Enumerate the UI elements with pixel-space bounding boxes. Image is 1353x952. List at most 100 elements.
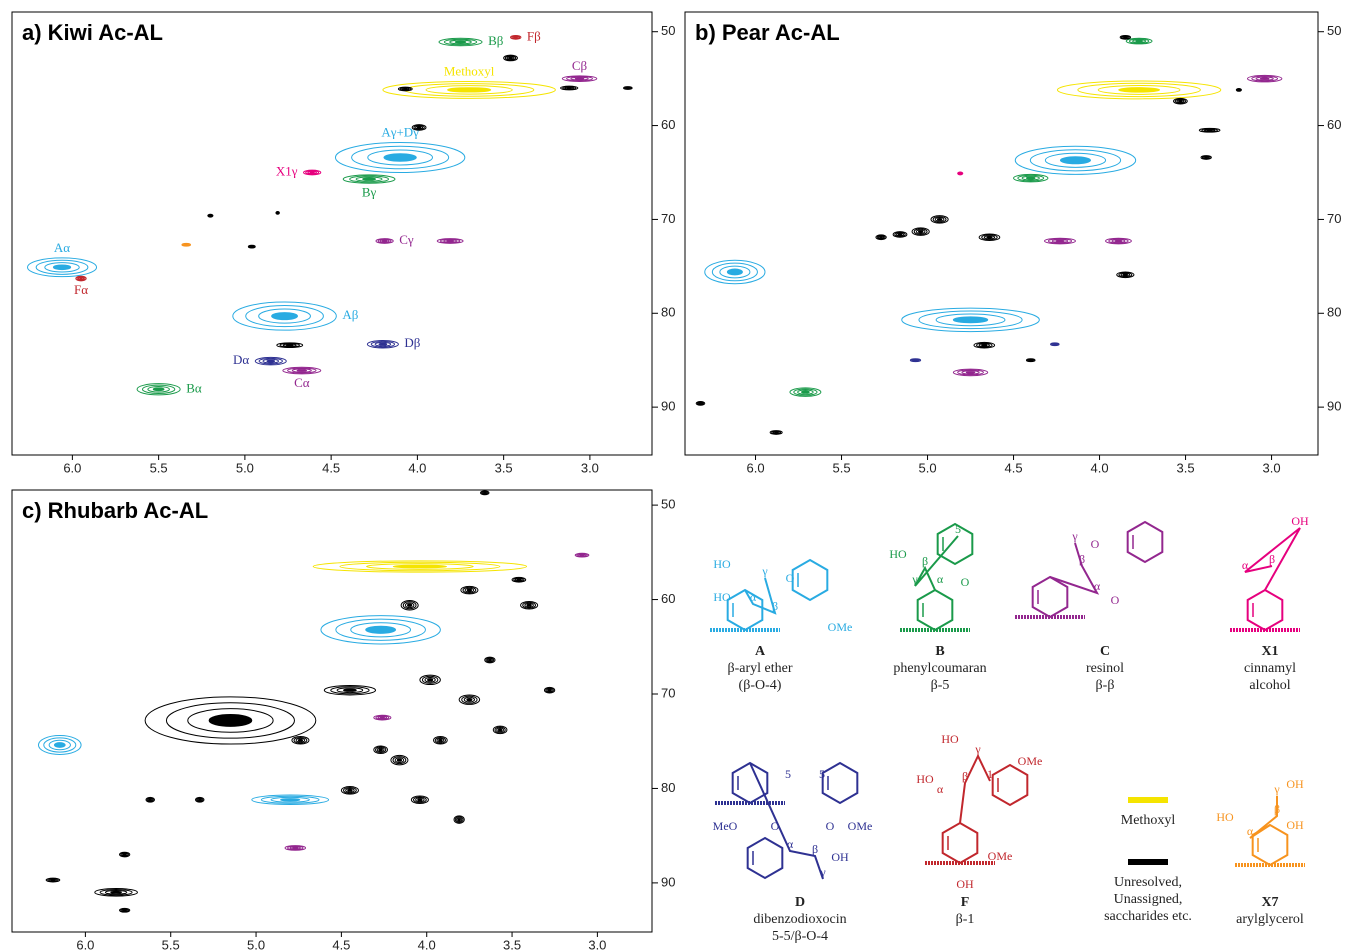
- peak-contour: [27, 257, 98, 278]
- peak-contour: [335, 618, 426, 641]
- peak-contour: [958, 172, 962, 175]
- peak-contour: [287, 367, 317, 374]
- peak-contour: [913, 358, 918, 362]
- peak-contour: [978, 343, 990, 348]
- key-label: saccharides etc.: [1104, 909, 1192, 924]
- peak-contour: [579, 553, 585, 557]
- peak-contour: [543, 686, 556, 694]
- peak-contour: [485, 657, 495, 663]
- atom-label: OH: [1286, 777, 1304, 791]
- ring: [746, 836, 784, 880]
- peak-contour: [282, 366, 322, 375]
- peak: [511, 576, 527, 583]
- peak-contour: [522, 601, 537, 609]
- peak-contour: [497, 728, 503, 732]
- x-tick-label: 5.5: [150, 460, 168, 475]
- peak: [695, 401, 706, 406]
- peak-contour: [378, 748, 383, 752]
- peak-contour: [1174, 98, 1187, 104]
- peak-contour: [961, 370, 980, 375]
- x-tick-label: 6.0: [746, 460, 764, 475]
- peak-contour: [918, 310, 1023, 330]
- peak-contour: [433, 736, 448, 745]
- atom-label: γ: [974, 742, 981, 756]
- y-tick-label: 60: [661, 117, 675, 132]
- peak-label: Aβ: [342, 307, 358, 322]
- peak-contour: [547, 688, 552, 692]
- peak: [769, 430, 783, 435]
- structure-id: D: [795, 895, 805, 910]
- peak-contour: [1114, 239, 1123, 243]
- x-tick-label: 6.0: [76, 937, 94, 952]
- peak: [909, 358, 922, 363]
- peak-contour: [1017, 174, 1045, 182]
- peak-contour: [404, 602, 415, 609]
- atom-label: β: [962, 769, 968, 783]
- peak-contour: [35, 259, 89, 275]
- peak: [930, 215, 949, 224]
- peak-contour: [801, 390, 810, 394]
- peak-contour: [378, 342, 388, 346]
- peak: [1044, 237, 1076, 245]
- y-tick-label: 80: [1327, 305, 1341, 320]
- peak-contour: [439, 238, 461, 244]
- peak-contour: [48, 739, 71, 751]
- peak-contour: [981, 234, 998, 241]
- key-label: Unassigned,: [1114, 892, 1183, 907]
- peak-contour: [484, 656, 496, 664]
- peak-contour: [208, 714, 253, 727]
- peak: [1056, 80, 1222, 100]
- peak-contour: [456, 817, 463, 822]
- peak-contour: [460, 585, 479, 595]
- peak-contour: [375, 238, 394, 244]
- peak-contour: [983, 235, 996, 240]
- peak: Cβ: [561, 58, 598, 82]
- peak-contour: [1237, 88, 1241, 92]
- peak-contour: [412, 796, 427, 804]
- peak: [453, 815, 465, 824]
- peak-contour: [381, 239, 388, 243]
- atom-label: γ: [819, 865, 826, 879]
- peak: Bα: [136, 380, 202, 396]
- peak-contour: [366, 563, 474, 570]
- peak: [1105, 237, 1132, 245]
- peak-contour: [449, 39, 472, 45]
- atom-label: β: [1079, 552, 1085, 566]
- peak-contour: [262, 358, 280, 364]
- peak-contour: [461, 695, 478, 704]
- x-tick-label: 4.5: [1005, 460, 1023, 475]
- peak-contour: [952, 316, 989, 324]
- peak-contour: [438, 37, 483, 47]
- atom-label: α: [1242, 558, 1249, 572]
- peak: [1025, 358, 1036, 363]
- y-tick-label: 50: [661, 23, 675, 38]
- peak-contour: [374, 341, 392, 347]
- y-tick-label: 90: [661, 874, 675, 889]
- peak-label: Fα: [74, 282, 88, 297]
- x-tick-label: 3.5: [503, 937, 521, 952]
- peak-contour: [330, 686, 370, 695]
- peak-contour: [545, 687, 554, 693]
- peak: Aβ: [232, 301, 359, 331]
- peak: X1γ: [276, 163, 322, 178]
- peak: [503, 54, 518, 62]
- peak-contour: [1251, 75, 1279, 82]
- peak-contour: [394, 757, 405, 763]
- peak-contour: [1097, 84, 1181, 95]
- peak-contour: [144, 696, 317, 745]
- bond: [1249, 796, 1278, 839]
- peak: [484, 656, 496, 664]
- peak-contour: [875, 234, 887, 241]
- peak-label: X1γ: [276, 163, 298, 178]
- x-tick-label: 4.5: [322, 460, 340, 475]
- peak-contour: [1051, 239, 1069, 243]
- peak-contour: [976, 342, 993, 348]
- peak-contour: [574, 77, 585, 80]
- peak: [911, 227, 930, 236]
- peak: [952, 368, 989, 377]
- peak-contour: [122, 853, 127, 856]
- peak-contour: [410, 795, 429, 805]
- peak-contour: [457, 818, 461, 822]
- peak-label: Cβ: [572, 58, 588, 73]
- atom-label: β: [1269, 552, 1275, 566]
